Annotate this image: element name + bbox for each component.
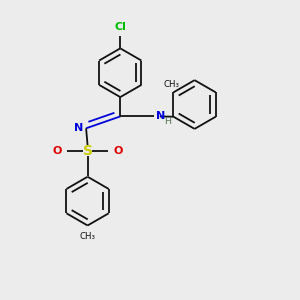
Text: N: N — [74, 123, 83, 133]
Text: O: O — [113, 146, 122, 156]
Text: N: N — [156, 111, 165, 122]
Text: O: O — [52, 146, 62, 156]
Text: S: S — [82, 144, 93, 158]
Text: H: H — [165, 117, 172, 126]
Text: CH₃: CH₃ — [80, 232, 96, 241]
Text: Cl: Cl — [114, 22, 126, 32]
Text: CH₃: CH₃ — [164, 80, 180, 89]
